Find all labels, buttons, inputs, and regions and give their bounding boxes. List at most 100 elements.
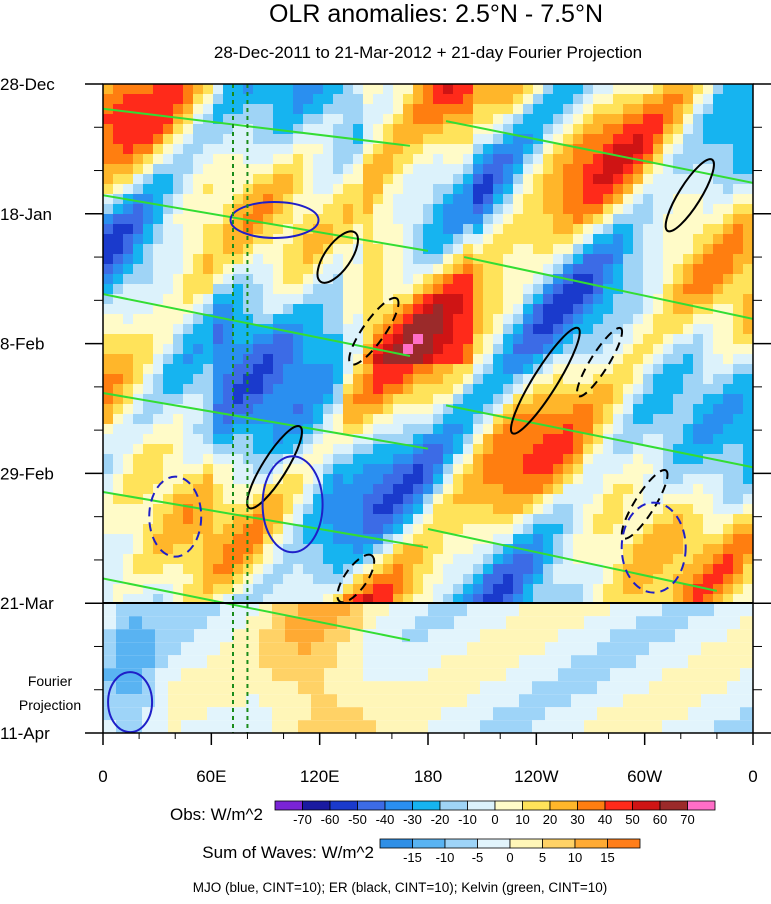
obs-cell	[253, 534, 263, 544]
projection-cell	[454, 603, 467, 617]
obs-cell	[213, 334, 223, 344]
obs-cell	[723, 564, 733, 574]
obs-cell	[583, 234, 593, 244]
obs-cell	[193, 414, 203, 424]
obs-cell	[373, 254, 383, 264]
projection-cell	[350, 642, 363, 656]
obs-cell	[473, 164, 483, 174]
obs-cell	[653, 314, 663, 324]
obs-cell	[473, 394, 483, 404]
obs-cell	[643, 394, 653, 404]
obs-cell	[363, 474, 373, 484]
obs-cell	[503, 354, 513, 364]
obs-cell	[643, 124, 653, 134]
obs-cell	[213, 204, 223, 214]
obs-cell	[493, 124, 503, 134]
obs-cell	[323, 154, 333, 164]
obs-cell	[553, 84, 563, 94]
obs-cell	[363, 524, 373, 534]
obs-cell	[163, 344, 173, 354]
obs-cell	[633, 364, 643, 374]
obs-cell	[623, 114, 633, 124]
obs-cell	[713, 504, 723, 514]
obs-cell	[493, 594, 503, 603]
obs-cell	[553, 594, 563, 603]
obs-cell	[213, 94, 223, 104]
obs-cell	[183, 464, 193, 474]
obs-cell	[293, 374, 303, 384]
obs-cell	[483, 324, 493, 334]
obs-cell	[373, 104, 383, 114]
obs-cell	[123, 354, 133, 364]
obs-cell	[733, 134, 743, 144]
obs-cell	[653, 84, 663, 94]
obs-cell	[293, 364, 303, 374]
obs-cell	[233, 474, 243, 484]
obs-cell	[633, 144, 643, 154]
obs-cell	[423, 134, 433, 144]
obs-cell	[233, 84, 243, 94]
colorbar-tick-label: -60	[321, 812, 340, 827]
obs-cell	[393, 164, 403, 174]
projection-cell	[545, 668, 558, 682]
obs-cell	[123, 284, 133, 294]
obs-cell	[173, 414, 183, 424]
obs-cell	[253, 224, 263, 234]
projection-cell	[454, 681, 467, 695]
obs-cell	[263, 484, 273, 494]
obs-cell	[603, 284, 613, 294]
obs-cell	[223, 204, 233, 214]
obs-cell	[563, 254, 573, 264]
obs-cell	[613, 84, 623, 94]
obs-cell	[173, 174, 183, 184]
obs-cell	[213, 564, 223, 574]
obs-cell	[323, 404, 333, 414]
obs-cell	[733, 494, 743, 504]
obs-cell	[193, 294, 203, 304]
obs-cell	[333, 114, 343, 124]
obs-cell	[633, 124, 643, 134]
obs-cell	[273, 474, 283, 484]
obs-cell	[683, 244, 693, 254]
obs-cell	[453, 274, 463, 284]
obs-cell	[593, 464, 603, 474]
obs-cell	[593, 454, 603, 464]
obs-cell	[223, 264, 233, 274]
projection-cell	[688, 629, 701, 643]
projection-cell	[272, 707, 285, 721]
obs-cell	[223, 534, 233, 544]
obs-cell	[593, 374, 603, 384]
obs-cell	[183, 554, 193, 564]
obs-cell	[643, 414, 653, 424]
obs-cell	[103, 594, 113, 603]
obs-cell	[413, 504, 423, 514]
obs-cell	[183, 344, 193, 354]
obs-cell	[383, 574, 393, 584]
obs-cell	[253, 254, 263, 264]
obs-cell	[323, 374, 333, 384]
obs-cell	[583, 334, 593, 344]
obs-cell	[303, 114, 313, 124]
obs-cell	[483, 524, 493, 534]
obs-cell	[683, 284, 693, 294]
obs-cell	[443, 354, 453, 364]
obs-cell	[273, 164, 283, 174]
obs-cell	[413, 514, 423, 524]
obs-cell	[233, 504, 243, 514]
obs-cell	[533, 244, 543, 254]
obs-cell	[133, 144, 143, 154]
obs-cell	[513, 514, 523, 524]
obs-cell	[683, 404, 693, 414]
obs-cell	[543, 444, 553, 454]
obs-cell	[323, 564, 333, 574]
obs-cell	[103, 534, 113, 544]
obs-cell	[293, 174, 303, 184]
obs-cell	[703, 534, 713, 544]
obs-cell	[353, 204, 363, 214]
obs-cell	[343, 194, 353, 204]
obs-cell	[693, 354, 703, 364]
obs-cell	[713, 154, 723, 164]
obs-cell	[613, 344, 623, 354]
obs-cell	[513, 114, 523, 124]
obs-cell	[343, 124, 353, 134]
